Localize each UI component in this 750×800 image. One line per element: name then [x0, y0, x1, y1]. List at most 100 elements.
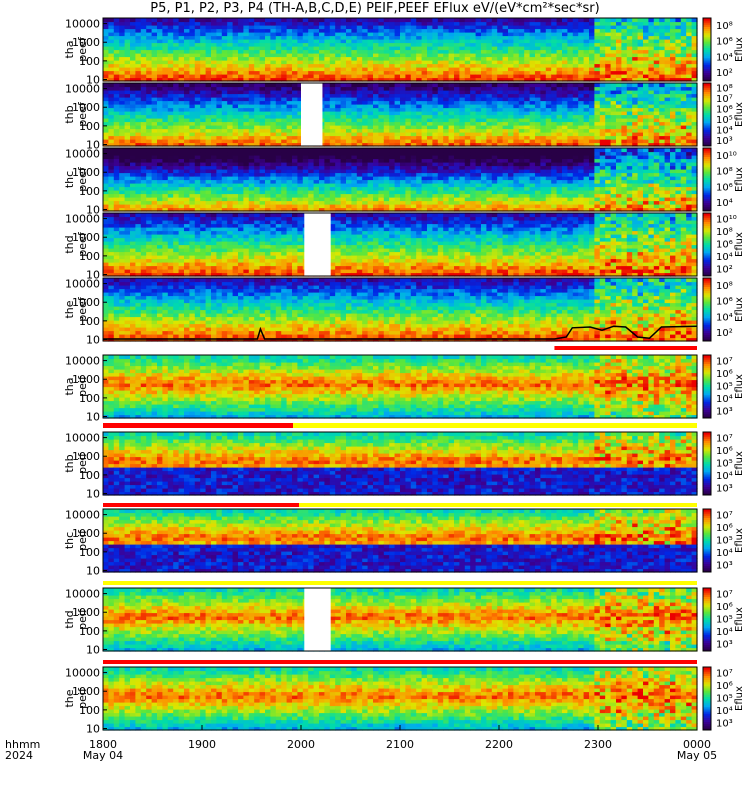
- panel-frame: [102, 431, 698, 496]
- y-tick-label: 10000: [65, 18, 100, 31]
- colorbar-tick-label: 10²: [716, 68, 733, 79]
- colorbar-tick-label: 10³: [716, 136, 733, 147]
- x-tick-label: 2300: [584, 738, 612, 751]
- y-tick-label: 1000: [72, 231, 100, 244]
- colorbar-tick-label: 10⁸: [716, 227, 733, 238]
- colorbar: [702, 666, 712, 731]
- y-axis-species-label: peif: [76, 529, 89, 551]
- x-tick-label: 2000: [287, 738, 315, 751]
- x-tick-label: 1900: [188, 738, 216, 751]
- panel-tha-peef: [102, 17, 712, 82]
- data-gap: [304, 588, 331, 651]
- panel-frame: [102, 508, 698, 573]
- flag-bar: [103, 423, 294, 428]
- panel-frame: [102, 277, 698, 342]
- colorbar-tick-label: 10⁷: [716, 589, 733, 600]
- y-tick-label: 10: [86, 565, 100, 578]
- colorbar-tick-label: 10⁴: [716, 706, 733, 717]
- y-tick-label: 100: [79, 120, 100, 133]
- colorbar-label: Eflux: [734, 102, 745, 127]
- x-tick-label: 2100: [386, 738, 414, 751]
- colorbar-tick-label: 10³: [716, 640, 733, 651]
- y-tick-label: 10000: [65, 509, 100, 522]
- colorbar-label: Eflux: [734, 167, 745, 192]
- potential-line: [103, 325, 698, 340]
- colorbar-label: Eflux: [734, 37, 745, 62]
- colorbar-tick-label: 10⁶: [716, 602, 733, 613]
- colorbar: [702, 82, 712, 147]
- colorbar-tick-label: 10⁴: [716, 394, 733, 405]
- colorbar-tick-label: 10³: [716, 484, 733, 495]
- y-axis-species-label: peif: [76, 608, 89, 630]
- y-axis-probe-label: thd: [63, 235, 76, 253]
- y-tick-label: 1000: [72, 685, 100, 698]
- colorbar: [702, 431, 712, 496]
- colorbar-tick-label: 10⁸: [716, 167, 733, 178]
- flag-bar: [103, 581, 697, 585]
- y-tick-label: 1000: [72, 450, 100, 463]
- panel-frame: [102, 354, 698, 419]
- y-axis-probe-label: tha: [63, 40, 76, 58]
- panel-frame: [102, 17, 698, 82]
- y-tick-label: 10: [86, 139, 100, 152]
- panel-thc-peif: [102, 508, 712, 573]
- y-tick-label: 1000: [72, 606, 100, 619]
- y-axis-species-label: peef: [76, 231, 89, 257]
- y-tick-label: 1000: [72, 36, 100, 49]
- y-axis-species-label: peef: [76, 101, 89, 127]
- panel-thb-peef: [102, 82, 712, 147]
- colorbar-tick-label: 10⁶: [716, 523, 733, 534]
- colorbar-tick-label: 10⁶: [716, 681, 733, 692]
- y-tick-label: 100: [79, 546, 100, 559]
- x-tick-label: 0000: [683, 738, 711, 751]
- colorbar: [702, 587, 712, 652]
- y-axis-probe-label: thb: [63, 454, 76, 472]
- colorbar-tick-label: 10⁸: [716, 21, 733, 32]
- panel-frame: [102, 212, 698, 277]
- panel-thc-peef: [102, 147, 712, 212]
- colorbar-tick-label: 10⁷: [716, 433, 733, 444]
- colorbar: [702, 147, 712, 212]
- colorbar-tick-label: 10²: [716, 265, 733, 276]
- colorbar-tick-label: 10⁸: [716, 83, 733, 94]
- colorbar-tick-label: 10⁷: [716, 94, 733, 105]
- colorbar-tick-label: 10⁷: [716, 510, 733, 521]
- data-gap: [304, 213, 331, 276]
- colorbar: [702, 212, 712, 277]
- colorbar-tick-label: 10³: [716, 561, 733, 572]
- colorbar-tick-label: 10⁴: [716, 627, 733, 638]
- colorbar-tick-label: 10²: [716, 328, 733, 339]
- y-axis-probe-label: thd: [63, 610, 76, 628]
- colorbar-tick-label: 10⁵: [716, 382, 733, 393]
- x-tick-label: 1800: [89, 738, 117, 751]
- y-tick-label: 1000: [72, 101, 100, 114]
- y-tick-label: 100: [79, 185, 100, 198]
- colorbar-label: Eflux: [734, 232, 745, 257]
- y-tick-label: 10: [86, 644, 100, 657]
- x-axis-row-label: hhmm: [5, 738, 40, 751]
- colorbar-label: Eflux: [734, 374, 745, 399]
- panel-tha-peif: [102, 354, 712, 419]
- colorbar-tick-label: 10⁴: [716, 548, 733, 559]
- x-date-label: May 04: [83, 749, 123, 762]
- colorbar-label: Eflux: [734, 297, 745, 322]
- colorbar-tick-label: 10⁷: [716, 668, 733, 679]
- x-axis-row-label: 2024: [5, 749, 33, 762]
- colorbar-tick-label: 10⁴: [716, 198, 733, 209]
- y-tick-label: 10: [86, 411, 100, 424]
- y-tick-label: 10000: [65, 148, 100, 161]
- y-axis-probe-label: thc: [63, 171, 76, 188]
- y-tick-label: 100: [79, 250, 100, 263]
- y-axis-species-label: peif: [76, 687, 89, 709]
- colorbar-tick-label: 10⁶: [716, 37, 733, 48]
- colorbar: [702, 508, 712, 573]
- colorbar-tick-label: 10⁷: [716, 356, 733, 367]
- y-axis-species-label: peef: [76, 36, 89, 62]
- y-tick-label: 1000: [72, 296, 100, 309]
- colorbar-tick-label: 10³: [716, 407, 733, 418]
- flag-bar: [103, 660, 697, 664]
- flag-bar: [554, 346, 697, 350]
- colorbar-tick-label: 10⁴: [716, 125, 733, 136]
- y-tick-label: 10000: [65, 667, 100, 680]
- y-tick-label: 10000: [65, 278, 100, 291]
